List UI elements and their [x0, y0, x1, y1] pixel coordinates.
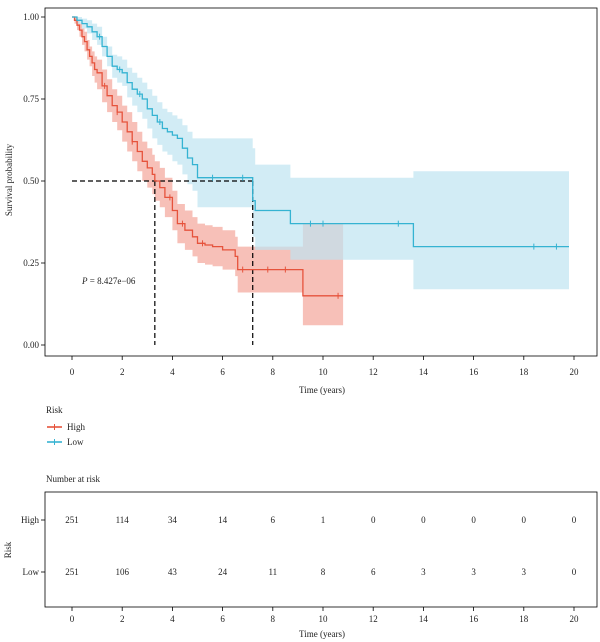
risk-x-tick-label: 16	[469, 614, 479, 624]
risk-x-axis-ticks: 0 2 4 6 8 10 12 14 16 18 20	[70, 607, 579, 624]
x-tick-label: 12	[369, 367, 378, 377]
y-tick-label: 1.00	[23, 12, 39, 22]
risk-row-label-low: Low	[23, 567, 40, 577]
risk-table: Number at risk Risk High 251 114 34 14 6 1 0 0 0 0…	[3, 474, 598, 639]
risk-count-high: 114	[116, 515, 130, 525]
risk-table-ylabel: Risk	[3, 541, 13, 558]
median-lines	[72, 180, 254, 345]
risk-count-low: 11	[268, 567, 277, 577]
legend-label-low: Low	[67, 437, 84, 447]
legend-label-high: High	[67, 422, 86, 432]
main-plot: 0 2 4 6 8 10 12 14 16 18 20 0.00 0.25 0.50 0.75 1.00 P…	[4, 7, 598, 395]
x-axis-ticks: 0 2 4 6 8 10 12 14 16 18 20	[70, 356, 579, 377]
x-tick-label: 6	[220, 367, 225, 377]
risk-table-title: Number at risk	[46, 474, 100, 484]
risk-count-high: 251	[65, 515, 79, 525]
risk-count-low: 251	[65, 567, 79, 577]
x-tick-label: 10	[319, 367, 329, 377]
risk-count-high: 0	[421, 515, 426, 525]
risk-count-high: 0	[572, 515, 577, 525]
x-tick-label: 18	[519, 367, 529, 377]
survival-curve-high	[72, 16, 344, 297]
risk-count-low: 3	[421, 567, 426, 577]
censor-marks	[99, 33, 557, 299]
p-value-annotation: P = 8.427e−06	[81, 276, 136, 286]
risk-count-high: 0	[471, 515, 476, 525]
risk-x-tick-label: 10	[319, 614, 329, 624]
y-tick-label: 0.25	[23, 258, 39, 268]
legend: Risk High Low	[46, 405, 86, 447]
risk-count-low: 8	[321, 567, 326, 577]
x-tick-label: 4	[170, 367, 175, 377]
risk-x-axis-title: Time (years)	[299, 629, 345, 639]
risk-count-high: 34	[168, 515, 178, 525]
y-tick-label: 0.50	[23, 176, 39, 186]
y-tick-label: 0.00	[23, 340, 39, 350]
x-tick-label: 8	[271, 367, 276, 377]
risk-x-tick-label: 0	[70, 614, 75, 624]
x-tick-label: 0	[70, 367, 75, 377]
ci-band-low	[72, 17, 569, 290]
risk-row-label-high: High	[21, 515, 40, 525]
y-tick-label: 0.75	[23, 94, 39, 104]
risk-count-low: 6	[371, 567, 376, 577]
x-tick-label: 2	[120, 367, 125, 377]
y-axis-title: Survival probability	[4, 143, 14, 216]
legend-items: High Low	[47, 422, 86, 447]
plot-frame	[44, 7, 598, 357]
x-tick-label: 14	[419, 367, 429, 377]
risk-x-tick-label: 2	[120, 614, 125, 624]
risk-x-tick-label: 8	[271, 614, 276, 624]
risk-count-low: 3	[522, 567, 527, 577]
risk-count-low: 106	[115, 567, 129, 577]
risk-x-tick-label: 4	[170, 614, 175, 624]
risk-count-high: 14	[218, 515, 228, 525]
y-axis-ticks: 0.00 0.25 0.50 0.75 1.00	[23, 12, 45, 350]
risk-x-tick-label: 14	[419, 614, 429, 624]
risk-count-high: 0	[522, 515, 527, 525]
x-tick-label: 16	[469, 367, 479, 377]
risk-count-low: 3	[471, 567, 476, 577]
risk-count-low: 0	[572, 567, 577, 577]
risk-rows: High 251 114 34 14 6 1 0 0 0 0 0 Low 251 106 43 24 11 8 6 3 3…	[21, 515, 577, 577]
risk-x-tick-label: 18	[519, 614, 529, 624]
risk-x-tick-label: 12	[369, 614, 378, 624]
risk-x-tick-label: 20	[570, 614, 580, 624]
risk-table-frame	[44, 491, 598, 608]
risk-count-high: 6	[271, 515, 276, 525]
legend-title: Risk	[46, 405, 63, 415]
risk-count-high: 0	[371, 515, 376, 525]
x-tick-label: 20	[570, 367, 580, 377]
risk-count-high: 1	[321, 515, 326, 525]
x-axis-title: Time (years)	[299, 385, 345, 395]
confidence-bands	[72, 17, 569, 326]
risk-x-tick-label: 6	[220, 614, 225, 624]
risk-count-low: 43	[168, 567, 178, 577]
risk-count-low: 24	[218, 567, 228, 577]
